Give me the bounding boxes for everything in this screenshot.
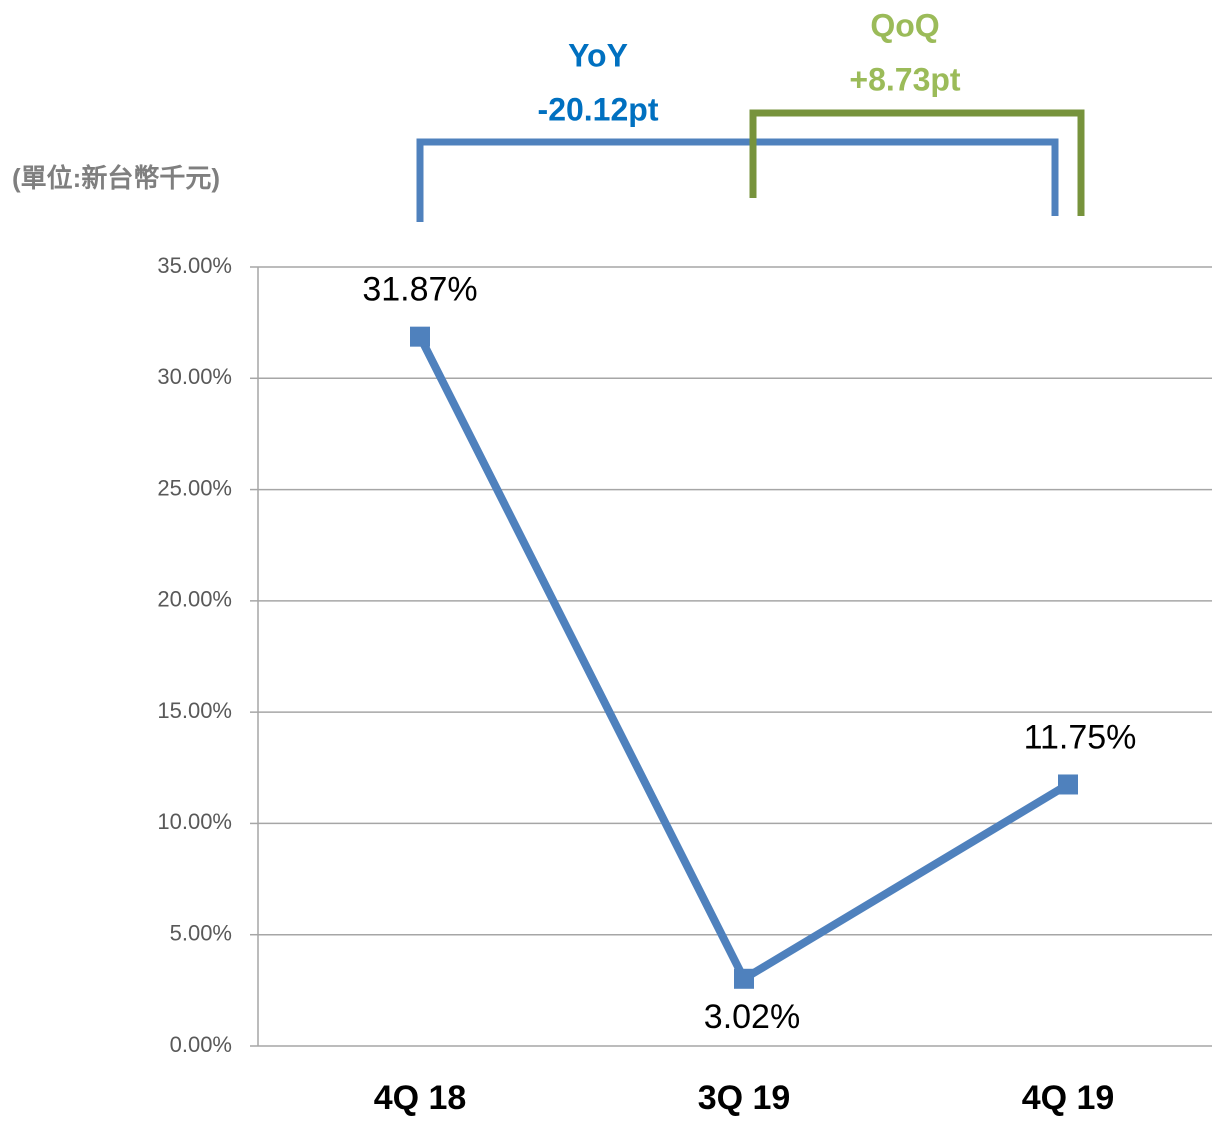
marker bbox=[734, 968, 754, 989]
y-tick-label: 35.00% bbox=[157, 253, 232, 278]
unit-label: (單位:新台幣千元) bbox=[12, 163, 220, 193]
y-tick-label: 20.00% bbox=[157, 587, 232, 612]
marker bbox=[1058, 774, 1078, 795]
y-tick-label: 15.00% bbox=[157, 698, 232, 723]
y-tick-label: 10.00% bbox=[157, 809, 232, 834]
marker bbox=[410, 326, 430, 347]
value-label: 31.87% bbox=[362, 271, 477, 309]
yoy-bracket bbox=[416, 138, 1059, 222]
y-tick-label: 25.00% bbox=[157, 475, 232, 500]
yoy-value: -20.12pt bbox=[538, 91, 659, 127]
x-tick-label: 4Q 19 bbox=[1022, 1079, 1115, 1117]
y-tick-label: 0.00% bbox=[170, 1032, 232, 1057]
x-tick-label: 4Q 18 bbox=[374, 1079, 467, 1117]
x-tick-label: 3Q 19 bbox=[698, 1079, 791, 1117]
y-tick-label: 30.00% bbox=[157, 364, 232, 389]
yoy-title: YoY bbox=[568, 37, 628, 73]
y-tick-label: 5.00% bbox=[170, 921, 232, 946]
qoq-bracket bbox=[749, 109, 1085, 216]
value-label: 11.75% bbox=[1024, 718, 1137, 756]
qoq-value: +8.73pt bbox=[849, 61, 961, 97]
line bbox=[416, 334, 1071, 985]
value-label: 3.02% bbox=[704, 998, 800, 1036]
qoq-title: QoQ bbox=[870, 7, 939, 43]
